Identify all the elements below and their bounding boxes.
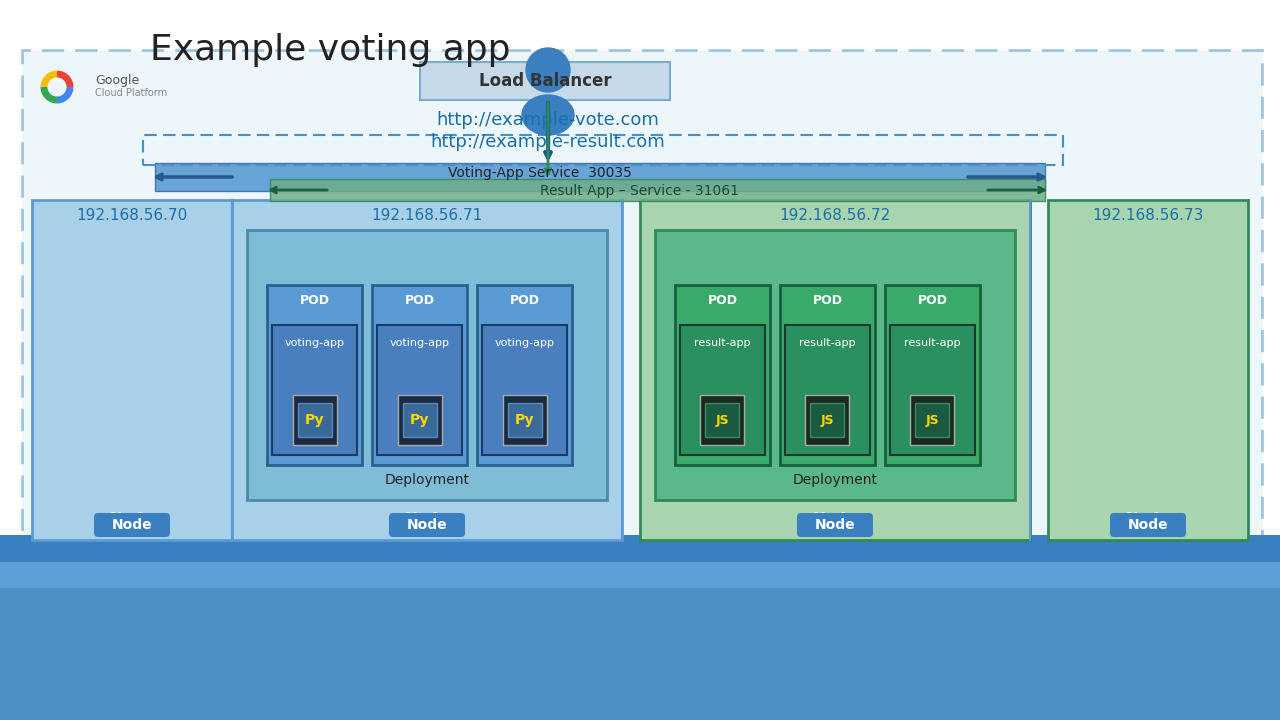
Text: Node: Node [111,518,152,532]
Text: POD: POD [708,294,737,307]
Bar [143,135,1062,165]
Text: 192.168.56.70: 192.168.56.70 [77,207,188,222]
FancyBboxPatch shape [1110,513,1187,537]
Text: POD: POD [404,294,434,307]
Text: voting-app: voting-app [494,338,554,348]
Bar [155,163,1044,191]
Text: POD: POD [813,294,842,307]
Text: Deployment: Deployment [384,473,470,487]
Bar [805,395,850,445]
Bar [483,325,567,455]
Bar [270,179,1044,201]
Text: POD: POD [300,294,329,307]
Bar [655,230,1015,500]
Text: 192.168.56.72: 192.168.56.72 [780,207,891,222]
Text: Py: Py [410,413,429,427]
Bar [247,230,607,500]
Bar [32,200,232,540]
Text: Node: Node [814,518,855,532]
FancyBboxPatch shape [389,513,465,537]
Bar [297,403,332,437]
Bar [780,285,876,465]
Bar [22,50,1262,545]
Text: JS: JS [925,413,940,426]
Bar [378,325,462,455]
Ellipse shape [522,95,573,135]
Text: result-app: result-app [904,338,961,348]
Text: Node: Node [404,513,449,528]
Bar [884,285,980,465]
Bar [0,562,1280,590]
Bar [640,200,1030,540]
Text: 192.168.56.71: 192.168.56.71 [371,207,483,222]
Text: 192.168.56.73: 192.168.56.73 [1092,207,1203,222]
Text: Node: Node [1128,518,1169,532]
Text: http://example-vote.com: http://example-vote.com [436,111,659,129]
Text: voting-app: voting-app [389,338,449,348]
FancyBboxPatch shape [797,513,873,537]
Bar [0,535,1280,565]
Bar [890,325,975,455]
Text: Node: Node [407,518,447,532]
Bar [785,325,870,455]
Bar [232,200,622,540]
Bar [705,403,740,437]
Text: Deployment: Deployment [792,473,878,487]
Bar [507,403,541,437]
Bar [910,395,955,445]
Text: Voting-App Service  30035: Voting-App Service 30035 [448,166,632,180]
Text: POD: POD [509,294,539,307]
Circle shape [526,48,570,92]
Text: result-app: result-app [694,338,751,348]
Bar [1048,200,1248,540]
Bar [398,395,442,445]
Bar [268,285,362,465]
Text: Google: Google [95,73,140,86]
Bar [293,395,337,445]
Bar [675,285,771,465]
Bar [420,62,669,100]
Text: Py: Py [305,413,324,427]
Text: voting-app: voting-app [284,338,344,348]
Text: POD: POD [918,294,947,307]
Text: Example voting app: Example voting app [150,33,511,67]
Bar [503,395,547,445]
Text: Node: Node [110,513,154,528]
Text: Node: Node [813,513,858,528]
Text: Node: Node [1126,513,1170,528]
Text: JS: JS [820,413,835,426]
Bar [810,403,845,437]
Bar [477,285,572,465]
Text: Py: Py [515,413,534,427]
Bar [402,403,436,437]
Text: result-app: result-app [799,338,856,348]
Text: JS: JS [716,413,730,426]
Bar [680,325,765,455]
Bar [700,395,745,445]
Bar [0,588,1280,720]
Text: http://example-result.com: http://example-result.com [430,133,666,151]
Text: Load Balancer: Load Balancer [479,72,612,90]
Bar [273,325,357,455]
Text: Result App – Service - 31061: Result App – Service - 31061 [540,184,740,198]
Bar [372,285,467,465]
FancyBboxPatch shape [93,513,170,537]
Text: Cloud Platform: Cloud Platform [95,88,168,98]
Bar [915,403,950,437]
